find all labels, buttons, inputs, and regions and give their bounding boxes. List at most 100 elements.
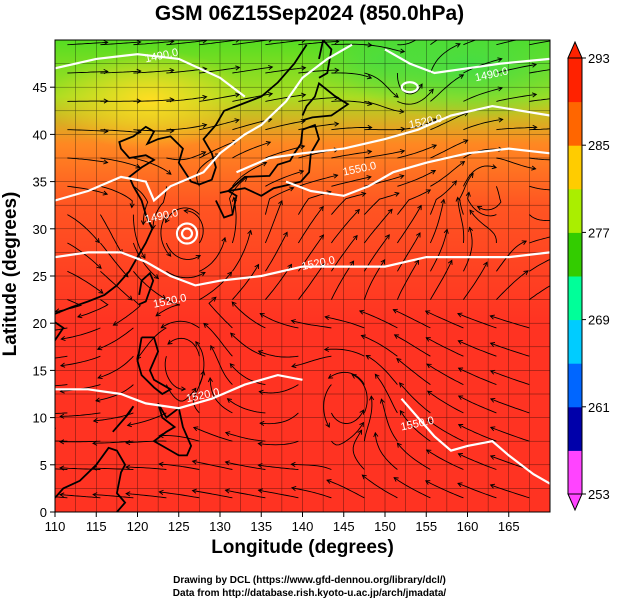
streamline-arrow: [447, 259, 453, 265]
streamline-arrow: [352, 234, 358, 241]
streamline-arrow: [290, 319, 296, 325]
streamline-arrow: [319, 205, 324, 212]
chart-title: GSM 06Z15Sep2024 (850.0hPa): [154, 2, 465, 25]
streamline: [459, 173, 474, 215]
streamline-arrow: [440, 198, 446, 204]
streamline-arrow: [287, 263, 293, 269]
streamline: [496, 126, 537, 131]
streamline: [529, 40, 550, 46]
streamline-arrow: [426, 363, 432, 369]
streamline-arrow: [299, 144, 306, 150]
streamline: [496, 93, 537, 102]
y-tick-label: 45: [33, 80, 47, 95]
streamline: [425, 480, 464, 499]
streamline-arrow: [291, 363, 297, 369]
streamline-arrow: [153, 274, 160, 280]
streamline: [67, 129, 108, 132]
streamline: [351, 374, 368, 414]
streamline: [195, 341, 205, 385]
streamline: [100, 185, 133, 208]
streamline: [463, 87, 503, 102]
streamline-arrow: [257, 488, 263, 494]
streamline-arrow: [393, 477, 399, 482]
colorbar-bottom-arrow: [567, 493, 583, 512]
streamline: [364, 72, 399, 98]
streamline-arrow: [112, 321, 118, 326]
streamline: [399, 410, 431, 442]
streamline: [462, 165, 497, 187]
streamline-arrow: [361, 191, 367, 197]
streamline: [529, 285, 550, 300]
streamline: [232, 230, 252, 272]
colorbar-top-arrow: [567, 40, 583, 59]
streamline: [231, 301, 266, 329]
streamline: [166, 270, 206, 279]
colorbar-label: 253: [588, 487, 610, 502]
streamline: [166, 40, 207, 46]
streamline-arrow: [415, 232, 421, 238]
streamline: [209, 377, 233, 414]
streamline: [396, 72, 423, 95]
streamline-arrow: [523, 270, 529, 276]
streamline-arrow: [129, 203, 135, 209]
streamline-arrow: [358, 309, 365, 315]
streamline: [258, 440, 299, 446]
streamline: [374, 432, 398, 470]
streamline-arrow: [301, 40, 307, 43]
height-contour: [55, 43, 353, 203]
streamline: [166, 151, 206, 161]
credit-line-2: Data from http://database.rish.kyoto-u.a…: [172, 588, 447, 599]
streamline-arrow: [27, 438, 31, 442]
x-tick-label: 110: [45, 519, 66, 534]
streamline-arrow: [125, 440, 131, 446]
streamline-arrow: [393, 93, 399, 98]
height-contour: [400, 397, 550, 485]
streamline-arrow: [259, 313, 265, 318]
streamline: [463, 118, 503, 131]
streamline: [225, 432, 266, 442]
streamline-arrow: [300, 118, 306, 125]
streamline: [529, 258, 550, 272]
y-tick-label: 40: [33, 127, 47, 142]
streamline: [199, 271, 232, 300]
colorbar-segment: [568, 232, 582, 277]
streamline-arrow: [399, 410, 405, 416]
streamline: [125, 440, 167, 444]
streamline: [265, 232, 288, 272]
y-tick-label: 15: [33, 363, 47, 378]
streamline-arrow: [424, 480, 431, 485]
streamline: [429, 43, 461, 74]
streamline-arrow: [392, 308, 398, 314]
x-tick-label: 140: [292, 519, 314, 534]
streamline-arrow: [369, 395, 375, 401]
streamline: [361, 335, 398, 357]
streamline: [164, 356, 186, 390]
streamline: [469, 209, 497, 244]
streamline-arrow: [59, 362, 66, 368]
streamline: [458, 340, 497, 357]
streamline-arrow: [399, 108, 405, 114]
streamline-arrow: [135, 163, 141, 169]
colorbar-segment: [568, 58, 582, 103]
streamline: [430, 139, 468, 159]
x-tick-label: 135: [250, 519, 272, 534]
streamline-arrow: [229, 363, 235, 369]
streamline: [55, 468, 68, 470]
streamline: [264, 200, 283, 244]
streamline-arrow: [430, 169, 437, 175]
streamline: [298, 206, 324, 244]
streamline: [463, 58, 502, 74]
streamline: [457, 482, 497, 499]
streamline: [95, 384, 134, 402]
streamline-arrow: [457, 339, 463, 345]
streamline-arrow: [59, 413, 65, 419]
streamline: [160, 214, 172, 257]
streamline: [364, 150, 405, 159]
streamline: [364, 208, 393, 244]
streamline-arrow: [489, 397, 496, 403]
streamline: [291, 487, 332, 499]
streamline-arrow: [103, 159, 109, 165]
streamline: [113, 299, 141, 326]
streamline: [397, 205, 422, 244]
coastline: [55, 321, 65, 342]
